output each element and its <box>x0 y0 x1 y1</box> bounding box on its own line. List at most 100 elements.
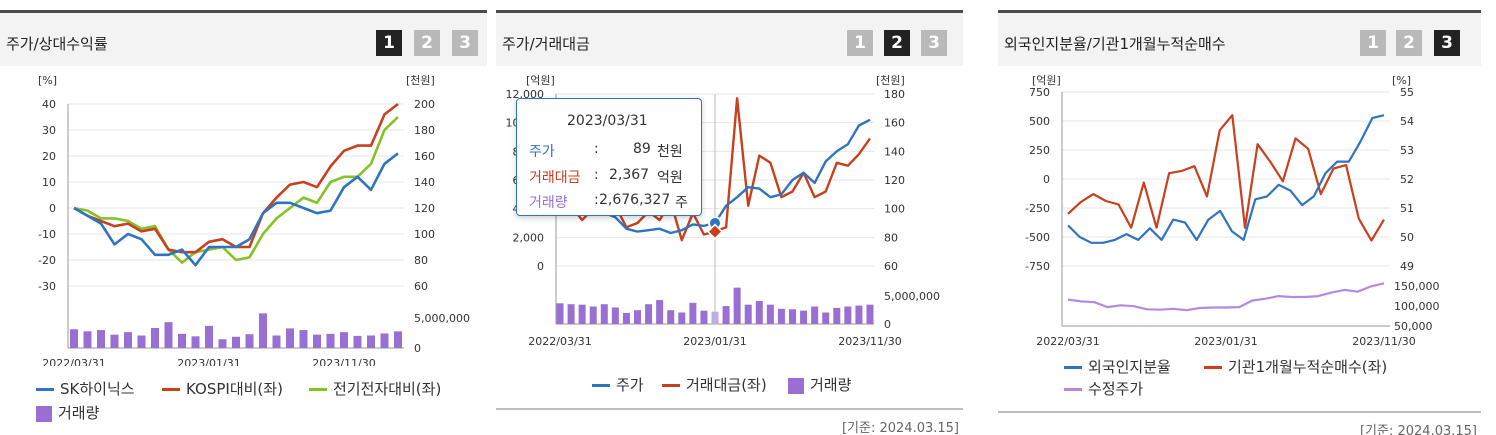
volume-bar <box>367 335 375 348</box>
chart-button-1[interactable]: 1 <box>847 30 873 56</box>
x-tick-label: 2023/01/31 <box>177 357 240 366</box>
legend-item-adj-price[interactable]: 수정주가 <box>1064 378 1143 399</box>
price-tick-label: 100,000 <box>1394 300 1440 313</box>
right-tick-label: 100 <box>414 228 435 241</box>
price-tick-label: 150,000 <box>1394 280 1440 293</box>
volume-tick-label: 5,000,000 <box>414 312 470 325</box>
right-tick-label: 180 <box>414 124 435 137</box>
legend-item-volume[interactable]: 거래량 <box>36 402 99 423</box>
chart-legend: SK하이닉스 KOSPI대비(좌) 전기전자대비(좌) 거래량 <box>36 378 486 428</box>
volume-bar <box>340 332 348 348</box>
volume-bar <box>164 322 173 348</box>
chart-button-2[interactable]: 2 <box>884 30 910 56</box>
left-axis-unit: [%] <box>38 74 57 87</box>
volume-bar <box>600 304 608 324</box>
x-tick-label: 2023/11/30 <box>1352 335 1415 348</box>
volume-bar <box>178 333 186 348</box>
legend-item-trading-value[interactable]: 거래대금(좌) <box>662 374 767 395</box>
panel-title: 외국인지분율/기관1개월누적순매수 <box>1004 35 1226 53</box>
chart-button-1[interactable]: 1 <box>1360 30 1386 56</box>
right-tick-label: 60 <box>414 280 428 293</box>
legend-item-volume[interactable]: 거래량 <box>788 374 851 395</box>
left-tick-label: -500 <box>1025 231 1050 244</box>
volume-bar <box>191 336 200 348</box>
legend-item-price[interactable]: 주가 <box>592 374 644 395</box>
volume-bar <box>833 307 841 324</box>
x-tick-label: 2022/03/31 <box>1036 335 1099 348</box>
right-tick-label: 140 <box>884 145 905 158</box>
chart-stock-relative-return: [%] [천원]403020100-10-20-30200180160140120… <box>38 73 470 366</box>
volume-bar <box>380 333 389 348</box>
left-tick-label: 250 <box>1029 144 1050 157</box>
tooltip-sep-value: : <box>594 167 599 183</box>
volume-bar <box>272 335 281 348</box>
legend-item-kospi[interactable]: KOSPI대비(좌) <box>162 378 283 399</box>
volume-bar <box>622 312 630 324</box>
legend-item-foreign-ratio[interactable]: 외국인지분율 <box>1064 356 1171 377</box>
volume-bar <box>844 306 852 324</box>
legend-item-elec[interactable]: 전기전자대비(좌) <box>309 378 441 399</box>
right-tick-label: 140 <box>414 176 435 189</box>
left-tick-label: -10 <box>38 228 56 241</box>
volume-bar <box>777 308 785 324</box>
tooltip-date: 2023/03/31 <box>567 113 648 129</box>
chart-button-3[interactable]: 3 <box>1434 30 1460 56</box>
volume-bar <box>286 328 294 348</box>
chart-button-3[interactable]: 3 <box>452 30 478 56</box>
tooltip-label-value: 거래대금 <box>529 170 581 186</box>
volume-bar <box>313 334 321 348</box>
chart-button-1[interactable]: 1 <box>376 30 402 56</box>
volume-bar <box>811 306 819 324</box>
chart-stock-trading-value: [억원][천원]12,00010,0008,0006,0004,0002,000… <box>506 73 940 348</box>
left-tick-label: -250 <box>1025 202 1050 215</box>
volume-bar <box>789 309 796 324</box>
right-tick-label: 100 <box>884 203 905 216</box>
panel-foreign-institution: 외국인지분율/기관1개월누적순매수 1 2 3 [억원] [%] 750 500 250… <box>998 0 1481 435</box>
right-tick-label: 200 <box>414 98 435 111</box>
tooltip-value-value: 2,367 <box>609 167 650 183</box>
volume-bar <box>70 329 78 348</box>
chart-button-2[interactable]: 2 <box>1396 30 1422 56</box>
volume-bar <box>205 325 213 348</box>
right-axis-unit: [천원] <box>406 73 435 87</box>
volume-bar <box>326 333 335 348</box>
legend-item-sk[interactable]: SK하이닉스 <box>36 378 135 399</box>
chart-button-2[interactable]: 2 <box>414 30 440 56</box>
left-tick-label: 20 <box>42 150 56 163</box>
volume-bar <box>634 310 641 324</box>
volume-bar <box>567 304 575 324</box>
series-line <box>73 152 399 267</box>
volume-bar <box>766 304 774 324</box>
panel-title: 주가/상대수익률 <box>6 35 108 53</box>
legend-item-institution[interactable]: 기관1개월누적순매수(좌) <box>1204 356 1387 377</box>
right-tick-label: 55 <box>1400 86 1414 99</box>
volume-bar <box>110 334 119 348</box>
right-tick-label: 53 <box>1400 144 1414 157</box>
volume-bar <box>667 310 675 324</box>
right-tick-label: 160 <box>414 150 435 163</box>
series-line <box>1067 114 1385 242</box>
left-axis-unit: [억원] <box>1032 74 1061 87</box>
volume-bar <box>137 335 146 348</box>
chart-button-3[interactable]: 3 <box>921 30 947 56</box>
right-axis-unit: [%] <box>1392 74 1411 87</box>
tooltip-unit-value: 억원 <box>657 170 683 186</box>
right-tick-label: 160 <box>884 117 905 130</box>
volume-bar <box>151 328 159 348</box>
series-line <box>73 116 399 264</box>
chart-foreign-institution: [억원] [%] 750 500 250 0 -250 -500 -750 55 54 53 52 51 5… <box>1025 74 1440 348</box>
volume-bar <box>722 306 730 324</box>
footer-divider <box>496 408 963 410</box>
series-line <box>1067 114 1385 244</box>
price-line <box>1067 282 1385 312</box>
right-tick-label: 54 <box>1400 115 1414 128</box>
x-tick-label: 2023/11/30 <box>312 357 375 366</box>
tooltip-sep-volume: : <box>594 192 599 208</box>
right-tick-label: 51 <box>1400 202 1414 215</box>
left-tick-label: 0 <box>1043 173 1050 186</box>
left-tick-label: -30 <box>38 280 56 293</box>
right-tick-label: 180 <box>884 88 905 101</box>
right-tick-label: 80 <box>414 254 428 267</box>
volume-bar <box>733 287 741 324</box>
left-axis-unit: [억원] <box>526 74 555 87</box>
